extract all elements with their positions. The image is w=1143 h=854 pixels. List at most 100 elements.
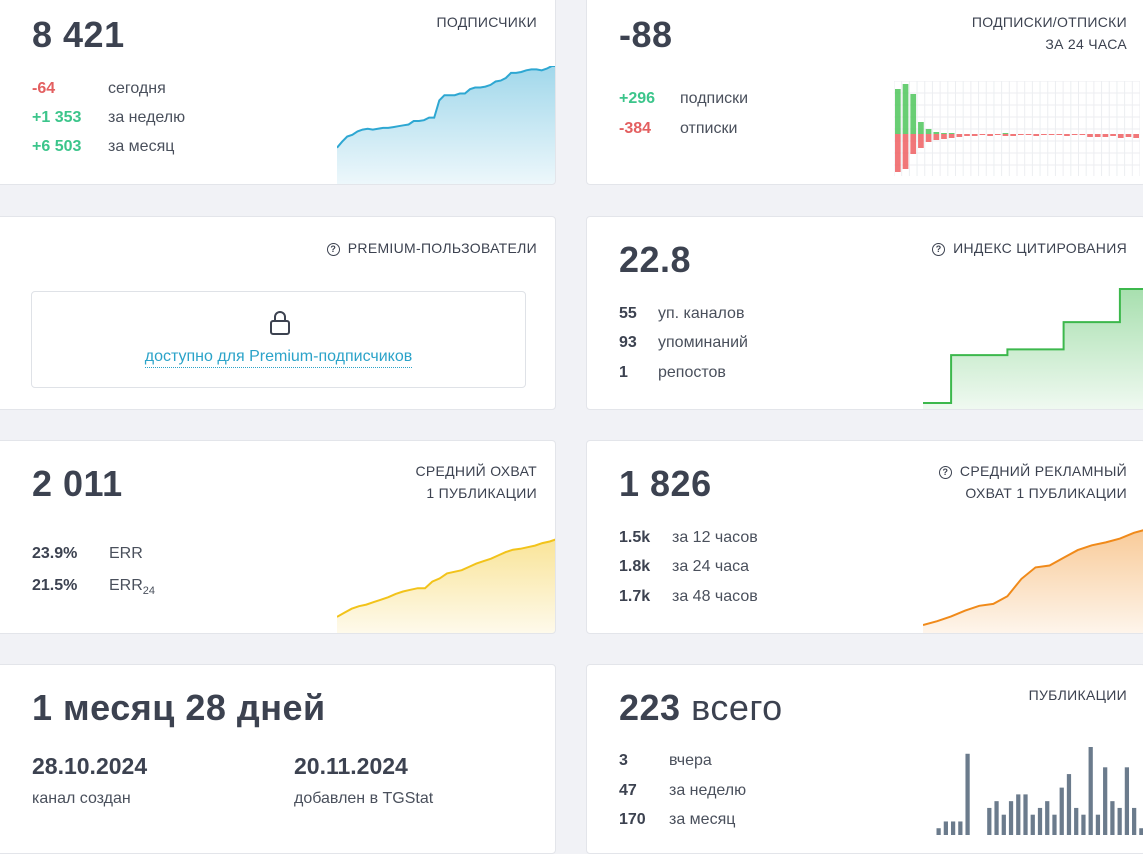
premium-title: ? PREMIUM-ПОЛЬЗОВАТЕЛИ — [326, 237, 537, 259]
stat-row: 170 за месяц — [619, 811, 736, 828]
citation-chart — [923, 288, 1143, 409]
premium-card: ? PREMIUM-ПОЛЬЗОВАТЕЛИ доступно для Premi… — [0, 216, 556, 410]
help-icon[interactable]: ? — [938, 466, 952, 479]
publication-bar — [1095, 814, 1101, 835]
publications-total: 223 всего — [619, 687, 783, 728]
channel-age: 1 месяц 28 дней — [32, 687, 326, 728]
negative-bar — [1133, 134, 1139, 138]
stat-row: +1 353 за неделю — [32, 109, 186, 126]
publication-bar — [1139, 828, 1143, 835]
negative-bar — [994, 134, 1001, 135]
stat-row: 1.7k за 48 часов — [619, 588, 758, 605]
negative-bar — [1125, 134, 1132, 137]
negative-bar — [1064, 134, 1070, 136]
publication-bar — [1074, 807, 1079, 835]
chart-area — [337, 66, 555, 184]
negative-bar — [948, 134, 955, 138]
stat-row: 1.5k за 12 часов — [619, 529, 758, 546]
negative-bar — [1041, 134, 1047, 135]
publication-bar — [1052, 814, 1057, 835]
publications-card: 223 всего ПУБЛИКАЦИИ 3 вчера 47 за неделю … — [586, 664, 1143, 854]
added-date: 20.11.2024 — [294, 753, 408, 779]
premium-lock-box: доступно для Premium-подписчиков — [31, 291, 526, 388]
citation-index: 22.8 — [619, 239, 692, 280]
negative-bar — [1071, 134, 1078, 135]
negative-bar — [1110, 134, 1116, 136]
chart-area — [923, 289, 1143, 409]
publication-bar — [994, 801, 999, 835]
help-icon[interactable]: ? — [326, 243, 340, 256]
negative-bar — [1117, 134, 1124, 138]
subscribers-title: ПОДПИСЧИКИ — [436, 14, 537, 30]
positive-bar — [925, 129, 932, 134]
stat-row: 93 упоминаний — [619, 334, 748, 351]
publication-bar — [1016, 794, 1021, 835]
negative-bar — [895, 134, 901, 172]
premium-link[interactable]: доступно для Premium-подписчиков — [32, 348, 525, 368]
stat-row: 23.9% ERR — [32, 545, 143, 562]
publication-bar — [1117, 807, 1122, 835]
citation-card: 22.8 ? ИНДЕКС ЦИТИРОВАНИЯ 55 уп. каналов 9… — [586, 216, 1143, 410]
negative-bar — [956, 134, 963, 137]
publication-bar — [1059, 787, 1064, 835]
negative-bar — [933, 134, 940, 140]
publication-bar — [1132, 807, 1137, 835]
negative-bar — [910, 134, 917, 154]
stat-row: 1 репостов — [619, 364, 726, 381]
positive-bar — [1002, 133, 1009, 134]
negative-bar — [987, 134, 993, 136]
chart-line — [337, 66, 555, 149]
negative-bar — [1033, 134, 1040, 136]
negative-bar — [1025, 134, 1032, 135]
reach-chart — [337, 538, 555, 633]
negative-bar — [979, 134, 986, 135]
positive-bar — [918, 122, 924, 134]
publication-bar — [958, 821, 963, 835]
publication-bar — [1001, 814, 1006, 835]
publications-title: ПУБЛИКАЦИИ — [1028, 687, 1127, 703]
publication-bar — [1110, 801, 1115, 835]
positive-bar — [933, 132, 940, 134]
negative-bar — [1048, 134, 1055, 135]
stat-row: 1.8k за 24 часа — [619, 558, 750, 575]
positive-bar — [895, 89, 901, 134]
chart-area — [923, 530, 1143, 633]
negative-bar — [1087, 134, 1093, 137]
publication-bar — [987, 807, 992, 835]
negative-bar — [1010, 134, 1016, 136]
chart-line — [337, 538, 555, 618]
negative-bar — [1094, 134, 1101, 137]
stat-row: +296 подписки — [619, 90, 749, 107]
publication-bar — [1066, 774, 1072, 835]
publication-bar — [1008, 801, 1014, 835]
negative-bar — [918, 134, 924, 148]
help-icon[interactable]: ? — [932, 243, 946, 256]
negative-bar — [964, 134, 970, 136]
publication-bar — [1124, 767, 1130, 835]
ad-reach: 1 826 — [619, 463, 712, 504]
citation-title: ? ИНДЕКС ЦИТИРОВАНИЯ — [932, 237, 1127, 259]
negative-bar — [1079, 134, 1086, 135]
publications-chart — [936, 747, 1143, 835]
negative-bar — [1056, 134, 1063, 135]
positive-bar — [941, 133, 947, 134]
negative-bar — [971, 134, 978, 136]
created-date: 28.10.2024 — [32, 753, 148, 779]
reach-title: СРЕДНИЙ ОХВАТ 1 ПУБЛИКАЦИИ — [415, 463, 537, 501]
stat-row: 3 вчера — [619, 752, 712, 769]
positive-bar — [948, 133, 955, 134]
publication-bar — [936, 828, 941, 835]
lock-icon — [270, 311, 290, 335]
publication-bar — [1081, 814, 1086, 835]
negative-bar — [941, 134, 947, 139]
publication-bar — [943, 821, 948, 835]
negative-bar — [925, 134, 932, 142]
average-reach: 2 011 — [32, 463, 123, 504]
negative-bar — [1102, 134, 1109, 137]
subs-unsubs-chart — [894, 81, 1140, 176]
chart-line — [923, 288, 1143, 404]
chart-area — [337, 539, 555, 633]
stat-row: +6 503 за месяц — [32, 138, 175, 155]
subscribers-chart — [337, 66, 555, 184]
stat-row: -64 сегодня — [32, 80, 166, 97]
